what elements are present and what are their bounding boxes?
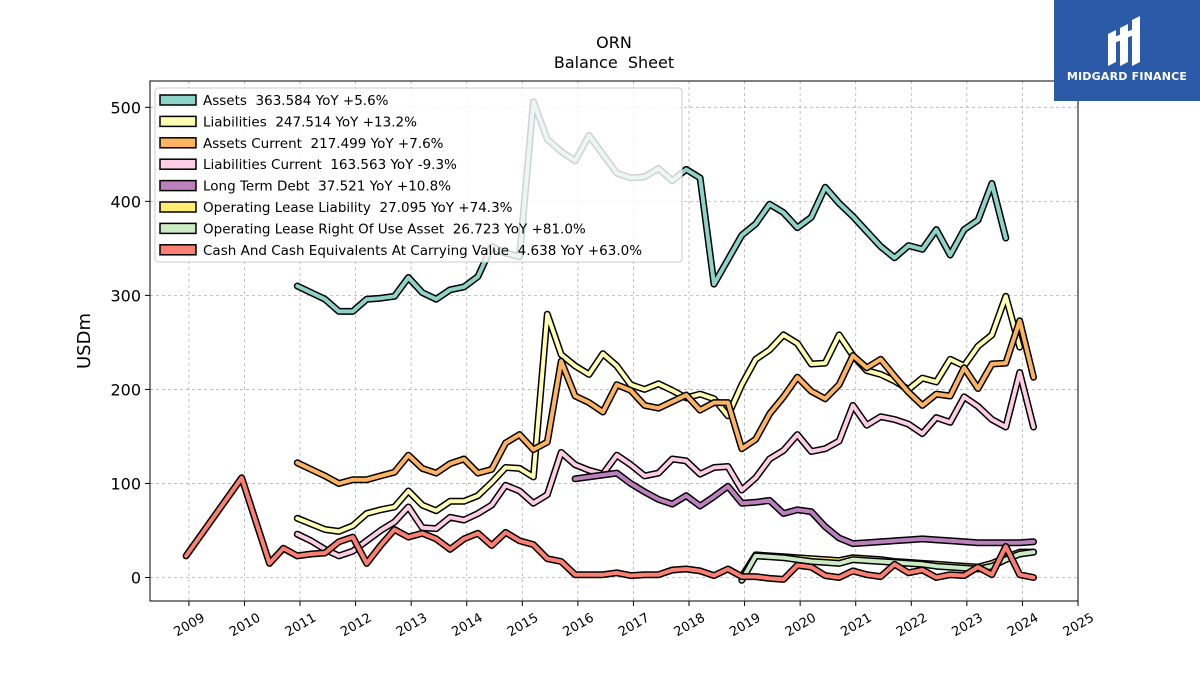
- series-cash-and-cash-equivalents-at-carrying-value: [182, 474, 1037, 583]
- x-tick-label: 2022: [894, 611, 930, 641]
- y-axis-label: USDm: [74, 313, 95, 369]
- series-line: [573, 471, 1036, 546]
- brand-logo: MIDGARD FINANCE: [1054, 0, 1200, 101]
- legend-swatch: [159, 137, 197, 149]
- chart-series: [182, 98, 1037, 584]
- series-line: [295, 370, 1036, 558]
- x-tick-label: 2019: [727, 611, 763, 641]
- chart-title: ORN: [596, 33, 632, 52]
- legend-box: [154, 87, 683, 263]
- x-tick-label: 2017: [616, 611, 652, 641]
- legend-label: Liabilities 247.514 YoY +13.2%: [203, 114, 417, 130]
- series-assets-current: [293, 317, 1037, 487]
- legend-swatch: [159, 222, 197, 235]
- x-tick-label: 2025: [1061, 611, 1097, 641]
- series-line: [184, 475, 1036, 582]
- y-tick-label: 100: [110, 474, 141, 493]
- x-tick-label: 2015: [505, 611, 541, 641]
- series-liabilities-current: [293, 369, 1037, 560]
- x-tick-label: 2014: [449, 611, 485, 641]
- legend-label: Liabilities Current 163.563 YoY -9.3%: [203, 157, 457, 173]
- legend-label: Assets Current 217.499 YoY +7.6%: [203, 136, 444, 152]
- x-tick-label: 2012: [338, 611, 374, 641]
- series-long-term-debt: [571, 469, 1037, 548]
- y-tick-label: 0: [131, 568, 141, 587]
- y-tick-label: 500: [110, 98, 141, 117]
- legend-swatch: [159, 179, 197, 192]
- legend-label: Operating Lease Right Of Use Asset 26.72…: [203, 221, 586, 237]
- midgard-logo-icon: [1108, 16, 1140, 66]
- brand-name: MIDGARD FINANCE: [1066, 70, 1188, 83]
- legend: Assets 363.584 YoY +5.6% Liabilities 247.…: [154, 87, 683, 263]
- x-tick-label: 2023: [950, 611, 986, 641]
- plot-frame: [149, 80, 1079, 602]
- x-tick-label: 2021: [838, 611, 874, 641]
- legend-label: Long Term Debt 37.521 YoY +10.8%: [203, 179, 451, 195]
- y-tick-label: 200: [110, 380, 141, 399]
- series-line: [295, 318, 1036, 486]
- x-tick-label: 2009: [172, 611, 208, 641]
- legend-swatch: [159, 201, 197, 213]
- chart-subtitle: Balance Sheet: [554, 53, 674, 72]
- legend-label: Operating Lease Liability 27.095 YoY +74…: [203, 200, 513, 216]
- legend-label: Cash And Cash Equivalents At Carrying Va…: [203, 243, 642, 259]
- legend-swatch: [159, 115, 197, 128]
- y-tick-label: 400: [110, 192, 141, 211]
- x-tick-label: 2016: [561, 611, 597, 641]
- legend-swatch: [159, 94, 197, 106]
- legend-swatch: [159, 244, 197, 256]
- legend-label: Assets 363.584 YoY +5.6%: [203, 93, 389, 109]
- legend-swatch: [159, 158, 197, 170]
- x-tick-label: 2018: [672, 611, 708, 641]
- x-tick-label: 2011: [283, 611, 319, 641]
- y-tick-label: 300: [110, 286, 141, 305]
- x-tick-label: 2024: [1005, 611, 1041, 641]
- x-tick-label: 2020: [783, 611, 819, 641]
- x-tick-label: 2013: [394, 611, 430, 641]
- x-tick-label: 2010: [227, 611, 263, 641]
